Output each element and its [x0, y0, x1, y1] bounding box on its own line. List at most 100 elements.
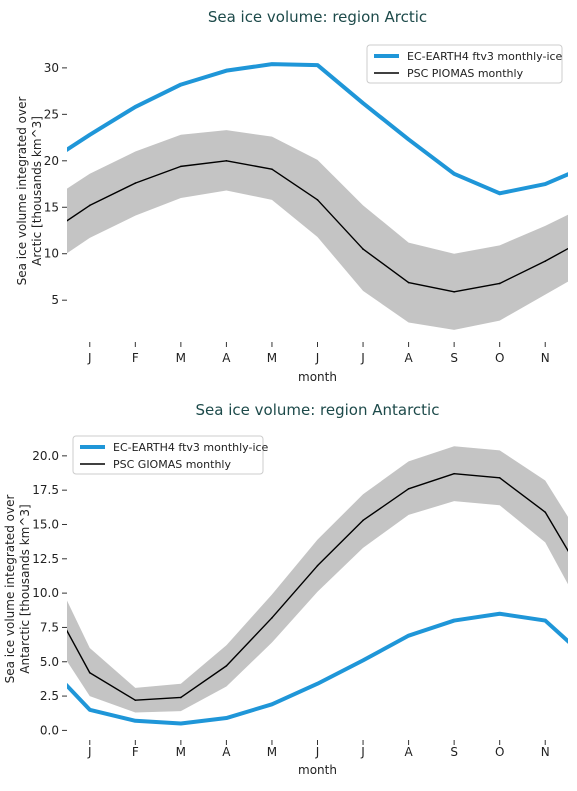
legend-label: PSC GIOMAS monthly — [113, 458, 231, 471]
data-point — [544, 183, 547, 185]
data-point — [362, 248, 364, 250]
data-point — [225, 69, 228, 72]
data-point — [88, 709, 91, 711]
y-tick-label: 17.5 — [32, 483, 59, 497]
y-tick-label: 25 — [44, 107, 59, 121]
data-point — [271, 63, 273, 65]
data-point — [88, 204, 91, 207]
legend: EC-EARTH4 ftv3 monthly-ice PSC PIOMAS mon… — [366, 44, 563, 84]
data-point — [453, 472, 455, 475]
y-axis-label: Sea ice volume integrated overArctic [th… — [15, 97, 44, 286]
data-point — [134, 719, 137, 722]
x-tick-label: J — [315, 351, 320, 365]
x-tick-label: M — [267, 745, 277, 759]
chart-title: Sea ice volume: region Arctic — [208, 8, 427, 26]
x-tick-label: J — [87, 745, 92, 759]
y-axis-label: Sea ice volume integrated overAntarctic … — [3, 495, 32, 684]
x-tick-label: O — [495, 351, 504, 365]
x-tick-label: A — [404, 351, 413, 365]
legend-label: EC-EARTH4 ftv3 monthly-ice — [113, 441, 269, 454]
data-point — [362, 659, 364, 662]
legend-box — [366, 44, 563, 84]
data-point — [316, 64, 319, 66]
uncertainty-band — [67, 130, 568, 330]
data-point — [544, 619, 547, 622]
y-tick-label: 20 — [44, 154, 59, 168]
data-point — [453, 173, 455, 175]
data-point — [544, 260, 547, 262]
data-point — [407, 281, 410, 284]
y-tick-label: 5 — [51, 293, 59, 307]
data-point — [407, 487, 410, 490]
data-point — [180, 165, 182, 168]
legend-label: PSC PIOMAS monthly — [407, 67, 524, 80]
x-tick-label: N — [541, 351, 550, 365]
data-point — [498, 612, 501, 615]
data-point — [498, 477, 501, 479]
obs-series-line — [67, 472, 568, 701]
data-point — [498, 282, 501, 285]
x-tick-label: F — [132, 745, 139, 759]
data-point — [498, 192, 501, 195]
data-point — [316, 564, 319, 567]
x-axis-label: month — [298, 370, 337, 384]
data-point — [180, 696, 182, 699]
model-series-line — [67, 611, 568, 726]
data-point — [180, 83, 182, 86]
data-point — [271, 703, 273, 706]
y-tick-label: 30 — [44, 61, 59, 75]
data-point — [362, 519, 364, 522]
data-point — [316, 199, 319, 201]
data-point — [134, 699, 137, 701]
uncertainty-band — [67, 446, 568, 713]
chart-panel-1: Sea ice volume: region Arctic Sea ice vol… — [15, 8, 568, 384]
y-tick-label: 10.0 — [32, 586, 59, 600]
plot-area — [67, 446, 568, 726]
y-tick-label: 10 — [44, 247, 59, 261]
x-tick-label: M — [176, 745, 186, 759]
data-point — [225, 717, 228, 719]
data-point — [316, 682, 319, 685]
y-tick-label: 2.5 — [40, 689, 59, 703]
x-tick-label: J — [315, 745, 320, 759]
x-tick-label: A — [404, 745, 413, 759]
x-tick-label: A — [222, 351, 231, 365]
data-point — [407, 634, 410, 637]
y-axis-label-line: Arctic [thousands km^3] — [30, 116, 44, 266]
data-point — [225, 665, 228, 667]
y-tick-label: 15 — [44, 200, 59, 214]
x-tick-label: N — [541, 745, 550, 759]
x-tick-label: J — [360, 351, 365, 365]
legend-label: EC-EARTH4 ftv3 monthly-ice — [407, 50, 563, 63]
data-point — [544, 511, 547, 513]
data-point — [88, 671, 91, 674]
data-point — [225, 160, 228, 162]
y-axis-label-line: Sea ice volume integrated over — [15, 97, 29, 286]
legend-box — [72, 435, 264, 475]
y-tick-label: 7.5 — [40, 620, 59, 634]
data-point — [271, 168, 273, 170]
y-tick-label: 0.0 — [40, 723, 59, 737]
x-tick-label: J — [87, 351, 92, 365]
data-point — [180, 722, 182, 725]
y-tick-label: 12.5 — [32, 552, 59, 566]
x-tick-label: J — [360, 745, 365, 759]
model-series-line — [67, 62, 568, 196]
data-point — [362, 102, 364, 104]
data-point — [88, 133, 91, 136]
y-axis-label-line: Antarctic [thousands km^3] — [18, 504, 32, 673]
data-point — [271, 617, 273, 619]
data-point — [453, 619, 455, 622]
y-tick-label: 15.0 — [32, 517, 59, 531]
data-point — [453, 291, 455, 293]
chart-panel-2: Sea ice volume: region Antarctic Sea ice … — [3, 401, 568, 777]
chart-title: Sea ice volume: region Antarctic — [196, 401, 440, 419]
x-tick-label: S — [450, 745, 458, 759]
y-tick-label: 5.0 — [40, 655, 59, 669]
x-tick-label: M — [267, 351, 277, 365]
y-axis-label-line: Sea ice volume integrated over — [3, 495, 17, 684]
x-tick-label: O — [495, 745, 504, 759]
plot-area — [67, 62, 568, 330]
x-tick-label: A — [222, 745, 231, 759]
